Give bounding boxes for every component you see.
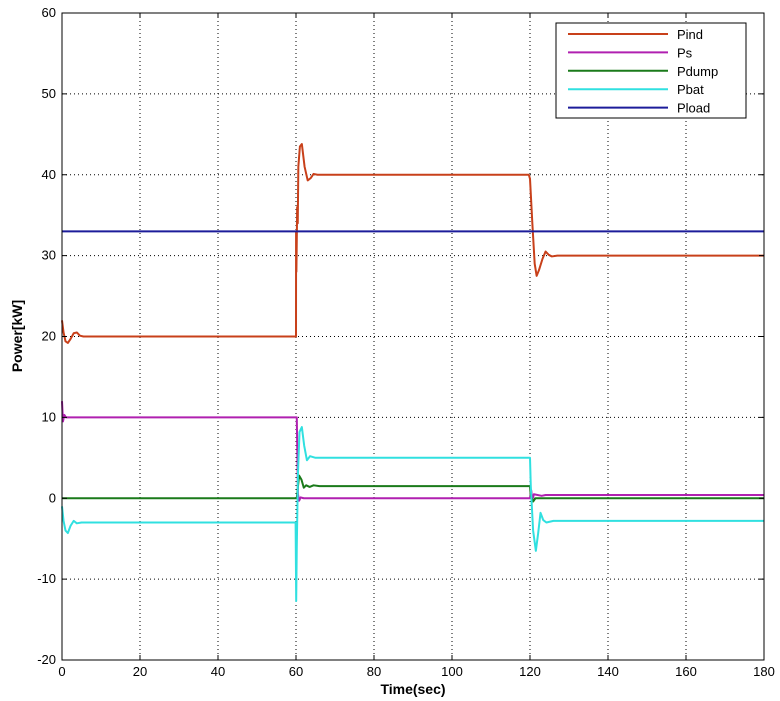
x-tick-label: 140: [597, 664, 619, 679]
series-layer: [61, 143, 764, 602]
y-tick-label: -10: [37, 571, 56, 586]
x-axis-ticks: 0 20 40 60 80 100 120 140 160 180: [58, 13, 775, 679]
y-axis-ticks: -20 -10 0 10 20 30 40 50 60: [37, 5, 764, 667]
legend: Pind Ps Pdump Pbat Pload: [555, 22, 747, 119]
y-tick-label: -20: [37, 652, 56, 667]
y-tick-label: 40: [42, 167, 56, 182]
series-line-ps: [61, 401, 764, 502]
y-tick-label: 0: [49, 490, 56, 505]
x-tick-label: 40: [211, 664, 225, 679]
legend-label-pind: Pind: [677, 27, 703, 42]
x-tick-label: 100: [441, 664, 463, 679]
x-tick-label: 160: [675, 664, 697, 679]
y-tick-label: 20: [42, 329, 56, 344]
x-tick-label: 180: [753, 664, 775, 679]
x-tick-label: 0: [58, 664, 65, 679]
legend-label-pload: Pload: [677, 101, 710, 116]
x-tick-label: 120: [519, 664, 541, 679]
legend-label-pbat: Pbat: [677, 82, 704, 97]
y-tick-label: 50: [42, 86, 56, 101]
series-line-pbat: [61, 426, 764, 602]
x-tick-label: 60: [289, 664, 303, 679]
legend-label-pdump: Pdump: [677, 64, 718, 79]
y-tick-label: 10: [42, 409, 56, 424]
x-tick-label: 20: [133, 664, 147, 679]
x-tick-label: 80: [367, 664, 381, 679]
y-tick-label: 60: [42, 5, 56, 20]
x-axis-title: Time(sec): [380, 681, 445, 697]
y-axis-title: Power[kW]: [9, 300, 25, 372]
y-tick-label: 30: [42, 248, 56, 263]
series-line-pind: [61, 143, 764, 344]
legend-label-ps: Ps: [677, 45, 693, 60]
